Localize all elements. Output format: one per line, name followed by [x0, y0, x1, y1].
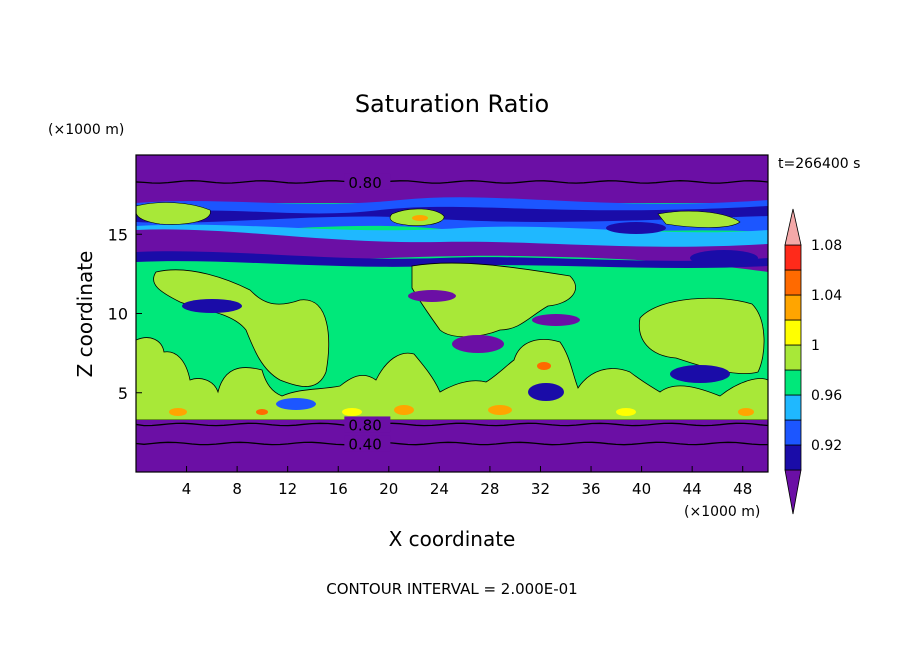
colorbar: 1.08 1.04 1 0.96 0.92 — [784, 208, 842, 515]
dry-pocket-3 — [452, 335, 504, 353]
x-tick-label: 8 — [232, 480, 242, 498]
dry-pocket-7 — [276, 398, 316, 410]
supersat-spot-4 — [394, 405, 414, 415]
contour-label-bg — [344, 435, 391, 452]
mid-purple-band — [136, 229, 768, 272]
upper-dry-layer — [136, 155, 768, 203]
contour-interval-footer: CONTOUR INTERVAL = 2.000E-01 — [326, 580, 577, 598]
supersat-spot-1 — [169, 408, 187, 416]
supersat-spot-5 — [488, 405, 512, 415]
colorbar-swatch — [784, 369, 802, 396]
supersat-spot-9 — [412, 215, 428, 221]
mid-navy-band — [136, 251, 768, 268]
y-tick-label: 10 — [108, 305, 128, 324]
colorbar-upper-arrow — [784, 208, 802, 246]
lower-dry-layer — [136, 420, 768, 472]
y-unit-label: (×1000 m) — [48, 122, 124, 138]
contour-label: 0.80 — [348, 416, 381, 434]
contour-label-bg — [344, 173, 391, 190]
dry-pocket-8 — [606, 222, 666, 234]
x-tick-label: 40 — [632, 480, 651, 498]
moist-region-right — [638, 297, 765, 375]
y-axis-ticks: 5 10 15 — [108, 225, 142, 403]
x-axis-label: X coordinate — [389, 527, 516, 551]
colorbar-label: 0.96 — [811, 388, 842, 404]
supersat-spot-6 — [537, 362, 551, 370]
colorbar-swatch — [784, 294, 802, 321]
y-tick-label: 15 — [108, 225, 128, 244]
supersat-spot-2 — [256, 409, 268, 415]
colorbar-label: 0.92 — [811, 438, 842, 454]
dry-pocket-6 — [670, 365, 730, 383]
x-tick-label: 36 — [581, 480, 600, 498]
supersat-spot-3 — [342, 408, 362, 416]
colorbar-label: 1.04 — [811, 288, 842, 304]
x-tick-label: 32 — [531, 480, 550, 498]
supersat-spot-7 — [616, 408, 636, 416]
colorbar-label: 1.08 — [811, 238, 842, 254]
supersat-spot-8 — [738, 408, 754, 416]
x-tick-label: 24 — [430, 480, 449, 498]
dry-pocket-9 — [690, 250, 758, 266]
x-axis-ticks: 4 8 12 16 20 24 28 32 36 40 44 48 — [182, 466, 752, 498]
plot-field — [136, 155, 768, 472]
colorbar-swatch — [784, 269, 802, 296]
dry-pocket-1 — [182, 299, 242, 313]
contour-label: 0.40 — [348, 435, 381, 453]
moist-region-upper-right — [657, 210, 741, 228]
dry-pocket-2 — [408, 290, 456, 302]
contour-label: 0.80 — [348, 174, 381, 192]
contour-line — [135, 180, 769, 184]
colorbar-lower-arrow — [784, 469, 802, 515]
contour-line — [135, 441, 768, 446]
dry-pocket-5 — [528, 383, 564, 401]
colorbar-swatch — [784, 444, 802, 471]
upper-navy-band — [136, 206, 768, 223]
contour-line — [135, 422, 769, 427]
x-tick-label: 4 — [182, 480, 192, 498]
contour-label-bg — [344, 416, 391, 433]
x-tick-label: 12 — [278, 480, 297, 498]
x-tick-label: 44 — [683, 480, 702, 498]
moist-region-upper-left — [136, 202, 211, 225]
x-unit-label: (×1000 m) — [684, 504, 760, 520]
colorbar-swatch — [784, 319, 802, 346]
colorbar-swatch — [784, 419, 802, 446]
x-tick-label: 48 — [733, 480, 752, 498]
y-axis-label: Z coordinate — [73, 251, 97, 378]
colorbar-swatch — [784, 344, 802, 371]
colorbar-swatch — [784, 244, 802, 271]
x-tick-label: 20 — [379, 480, 398, 498]
x-tick-label: 16 — [329, 480, 348, 498]
contour-lines: 0.800.800.40 — [135, 173, 769, 453]
colorbar-swatch — [784, 394, 802, 421]
chart-title: Saturation Ratio — [355, 90, 549, 118]
dry-pocket-4 — [532, 314, 580, 326]
y-tick-label: 5 — [118, 384, 128, 403]
moist-region-center — [411, 262, 576, 338]
x-tick-label: 28 — [480, 480, 499, 498]
colorbar-label: 1 — [811, 338, 820, 354]
time-label: t=266400 s — [778, 156, 860, 172]
